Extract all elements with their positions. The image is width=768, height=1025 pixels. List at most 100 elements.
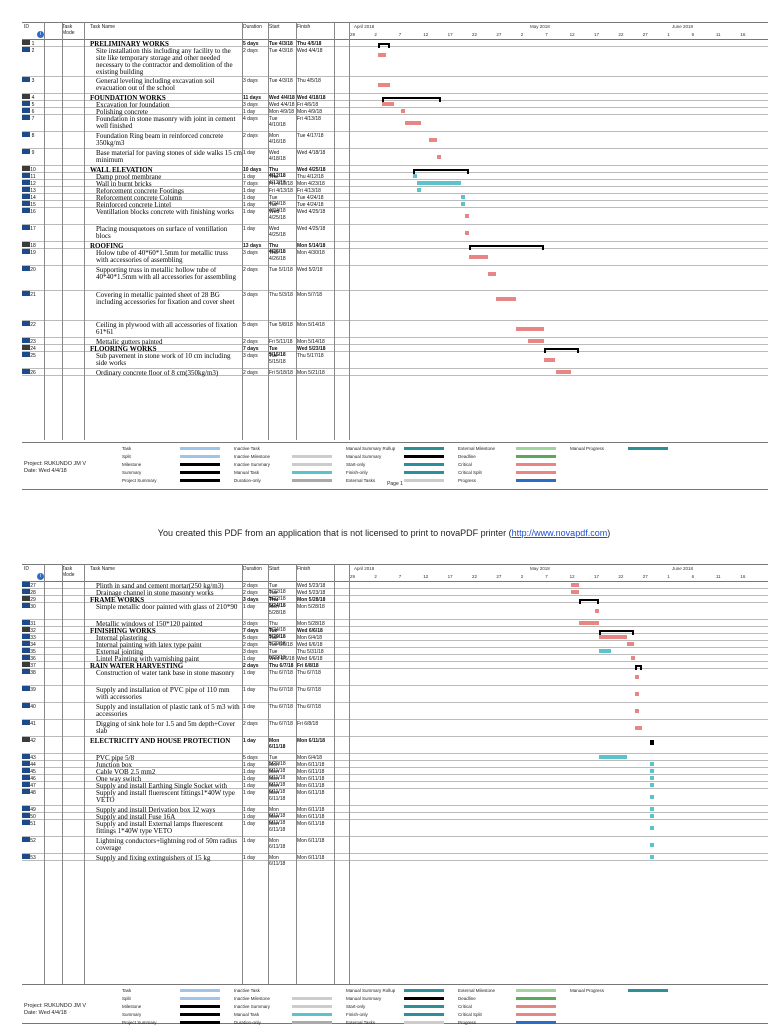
table-row[interactable]: 24 FLOORING WORKS 7 days Tue 5/15/18 Wed 5/2… [22,345,768,358]
task-bar[interactable] [650,807,655,811]
task-bar[interactable] [650,769,655,773]
task-bar[interactable] [650,826,655,830]
table-row[interactable]: 53 Supply and fixing extinguishers of 15 … [22,854,768,867]
task-bar[interactable] [381,102,394,106]
table-row[interactable]: 29 FRAME WORKS 3 days Thu 5/24/18 Mon 5/28/1… [22,596,768,609]
task-bar[interactable] [496,297,516,301]
summary-bar[interactable] [650,740,655,745]
task-bar[interactable] [413,174,418,178]
table-row[interactable]: 27 Plinth in sand and cement mortar(250 k… [22,582,768,595]
table-row[interactable]: 8 Foundation Ring beam in reinforced conc… [22,132,768,149]
summary-bar[interactable] [381,97,442,102]
table-row[interactable]: 48 Supply and install fluerescent fitting… [22,789,768,806]
summary-bar[interactable] [468,245,544,250]
table-row[interactable]: 20 Supporting truss in metallic hollow tu… [22,266,768,291]
table-row[interactable]: 9 Base material for paving stones of side… [22,149,768,166]
task-bar[interactable] [460,195,465,199]
table-row[interactable]: 5 Excavation for foundation 3 days Wed 4/4/… [22,101,768,109]
task-bar[interactable] [634,675,639,679]
table-row[interactable]: 40 Supply and installation of plastic tan… [22,703,768,720]
table-row[interactable]: 10 WALL ELEVATION 10 days Thu 4/12/18 Wed 4/… [22,166,768,179]
table-row[interactable]: 31 Metallic windows of 150*120 painted 3 d… [22,620,768,633]
summary-bar[interactable] [579,599,599,604]
task-bar[interactable] [464,214,469,218]
task-bar[interactable] [630,656,635,660]
table-row[interactable]: 17 Placing mousquetoes on surface of vent… [22,225,768,242]
table-row[interactable]: 39 Supply and installation of PVC pipe of… [22,686,768,703]
table-row[interactable]: 21 Covering in metallic painted sheet of … [22,291,768,321]
table-row[interactable]: 50 Supply and install Fuse 16A 1 day Mon 6/… [22,813,768,826]
task-bar[interactable] [571,590,580,594]
table-row[interactable]: 44 Junction box 1 day Mon 6/11/18 Mon 6/11/1… [22,761,768,774]
task-bar[interactable] [650,776,655,780]
table-row[interactable]: 25 Sub pavement in stone work of 10 cm in… [22,352,768,369]
table-row[interactable]: 37 RAIN WATER HARVESTING 2 days Thu 6/7/18 F… [22,662,768,670]
task-bar[interactable] [488,272,497,276]
table-row[interactable]: 45 Cable VOB 2.5 mm2 1 day Mon 6/11/18 Mon 6… [22,768,768,781]
task-bar[interactable] [555,370,572,374]
task-bar[interactable] [598,649,611,653]
table-row[interactable]: 13 Reforcement concrete Footings 1 day Fri … [22,187,768,195]
table-row[interactable]: 22 Ceiling in plywood with all accessorie… [22,321,768,338]
novapdf-link[interactable]: http://www.novapdf.com [511,528,608,538]
task-bar[interactable] [460,202,465,206]
table-row[interactable]: 30 Simple metallic door painted with glas… [22,603,768,620]
table-row[interactable]: 32 FINISHING WORKS 7 days Tue 5/29/18 Wed 6/… [22,627,768,640]
table-row[interactable]: 28 Drainage channel in stone masonry work… [22,589,768,602]
table-row[interactable]: 23 Mettalic gutters painted 2 days Fri 5/11… [22,338,768,346]
table-row[interactable]: 36 Lintel Painting with varnishing paint 1… [22,655,768,663]
task-bar[interactable] [571,583,580,587]
task-bar[interactable] [598,755,627,759]
table-row[interactable]: 43 PVC pipe 5/8 5 days Tue 5/29/18 Mon 6/4/1… [22,754,768,767]
table-row[interactable]: 6 Polishing concrete 1 day Mon 4/9/18 Mon 4/… [22,108,768,116]
table-row[interactable]: 38 Construction of water tank base in sto… [22,669,768,686]
task-bar[interactable] [527,339,544,343]
table-row[interactable]: 41 Digging of sink hole for 1.5 and 5m de… [22,720,768,737]
table-row[interactable]: 26 Ordinary concrete floor of 8 cm(350kg/… [22,369,768,377]
task-bar[interactable] [377,83,390,87]
summary-bar[interactable] [598,630,635,635]
table-row[interactable]: 49 Supply and install Derivation box 12 w… [22,806,768,819]
task-bar[interactable] [429,138,437,142]
table-row[interactable]: 2 Site installation this including any fa… [22,47,768,77]
task-bar[interactable] [595,609,599,613]
table-row[interactable]: 51 Supply and install External lamps flue… [22,820,768,837]
task-bar[interactable] [377,53,386,57]
task-bar[interactable] [626,642,635,646]
task-bar[interactable] [598,635,627,639]
task-bar[interactable] [468,255,489,259]
task-bar[interactable] [634,726,643,730]
table-row[interactable]: 3 General leveling including excavation s… [22,77,768,94]
table-row[interactable]: 12 Wall in burnt bricks 7 days Fri 4/13/18 M… [22,180,768,188]
task-bar[interactable] [650,783,655,787]
task-bar[interactable] [437,155,441,159]
summary-bar[interactable] [543,348,580,353]
task-bar[interactable] [650,762,655,766]
table-row[interactable]: 7 Foundation in stone masonry with joint … [22,115,768,132]
summary-bar[interactable] [634,665,643,670]
summary-bar[interactable] [377,43,390,48]
table-row[interactable]: 34 Internal painting with latex type pain… [22,641,768,649]
table-row[interactable]: 11 Damp proof membrane 1 day Thu 4/12/18 Thu… [22,173,768,186]
table-row[interactable]: 42 ELECTRICITY AND HOUSE PROTECTION 1 day M… [22,737,768,754]
task-bar[interactable] [516,327,544,331]
task-bar[interactable] [650,855,655,859]
summary-bar[interactable] [413,169,469,174]
task-bar[interactable] [405,121,422,125]
table-row[interactable]: 16 Ventillation blocks concrete with fini… [22,208,768,225]
task-bar[interactable] [650,843,655,847]
table-row[interactable]: 4 FOUNDATION WORKS 11 days Wed 4/4/18 Wed 4/… [22,94,768,102]
task-bar[interactable] [417,188,422,192]
task-bar[interactable] [579,621,599,625]
table-row[interactable]: 46 One way switch 1 day Mon 6/11/18 Mon 6/11… [22,775,768,788]
task-bar[interactable] [543,358,556,362]
table-row[interactable]: 14 Reforcement concrete Column 1 day Tue 4/… [22,194,768,207]
task-bar[interactable] [634,692,639,696]
table-row[interactable]: 35 External jointing 3 days Tue 5/29/18 Thu … [22,648,768,661]
table-row[interactable]: 19 Holow tube of 40*60*1.5mm for metallic… [22,249,768,266]
task-bar[interactable] [464,231,469,235]
task-bar[interactable] [417,181,461,185]
table-row[interactable]: 47 Supply and install Earthing Single Soc… [22,782,768,795]
task-bar[interactable] [650,795,655,799]
table-row[interactable]: 33 Internal plastering 5 days Tue 5/29/18 Mo… [22,634,768,647]
